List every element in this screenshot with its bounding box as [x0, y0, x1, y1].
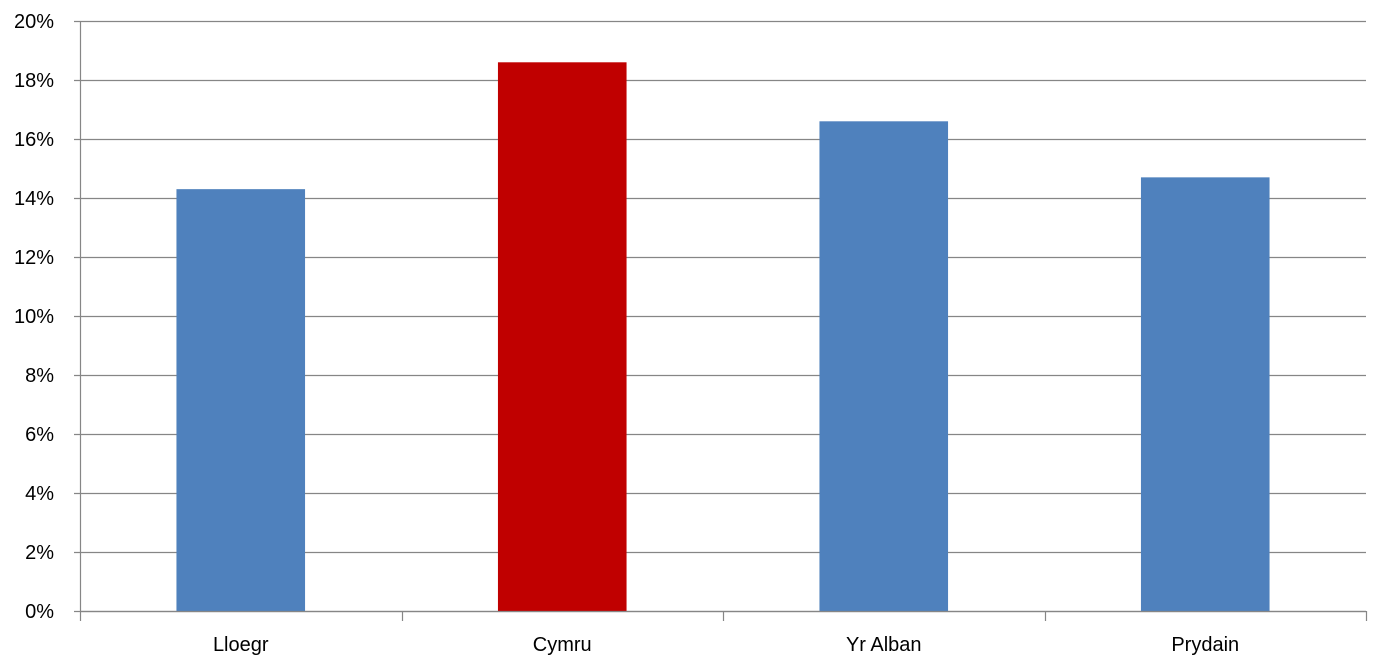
x-tick-label: Lloegr — [213, 634, 269, 656]
y-tick-label: 6% — [25, 424, 54, 446]
y-tick-label: 4% — [25, 483, 54, 505]
y-tick-label: 2% — [25, 542, 54, 564]
y-tick-label: 10% — [14, 306, 54, 328]
y-tick-label: 8% — [25, 365, 54, 387]
x-tick-label: Prydain — [1171, 634, 1239, 656]
y-tick-label: 14% — [14, 188, 54, 210]
x-tick-label: Yr Alban — [846, 634, 922, 656]
y-tick-label: 20% — [14, 11, 54, 33]
bar-yr-alban — [819, 121, 949, 612]
axes — [79, 21, 1368, 621]
bar-lloegr — [176, 189, 306, 611]
y-tick-label: 18% — [14, 70, 54, 92]
y-tick-label: 16% — [14, 129, 54, 151]
bar-prydain — [1140, 177, 1270, 611]
bar-cymru — [497, 62, 627, 612]
x-tick-label: Cymru — [533, 634, 592, 656]
axis-labels: 0% 2% 4% 6% 8% 10% 12% 14% 16% 18% 20% Lloegr Cymru Y… — [14, 11, 1239, 656]
bars — [176, 62, 1270, 612]
y-tick-label: 0% — [25, 601, 54, 623]
y-tick-label: 12% — [14, 247, 54, 269]
